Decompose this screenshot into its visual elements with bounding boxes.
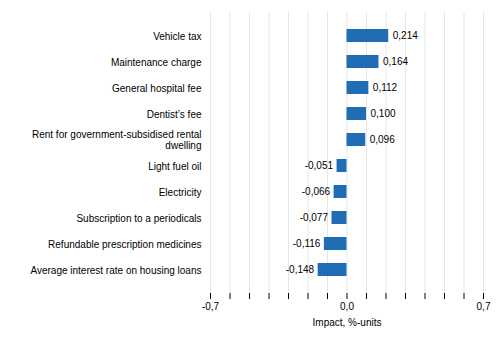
svg-text:0,112: 0,112 <box>373 82 398 93</box>
svg-text:Rent for government-subsidised: Rent for government-subsidised rentaldwe… <box>32 129 202 151</box>
svg-text:Vehicle tax: Vehicle tax <box>153 31 201 42</box>
svg-text:Impact, %-units: Impact, %-units <box>313 317 382 328</box>
svg-text:Light fuel oil: Light fuel oil <box>148 161 201 172</box>
svg-text:Subscription to a periodicals: Subscription to a periodicals <box>76 213 201 224</box>
svg-text:Refundable prescription medici: Refundable prescription medicines <box>48 239 201 250</box>
svg-text:-0,066: -0,066 <box>302 186 331 197</box>
svg-text:0,7: 0,7 <box>477 301 491 312</box>
svg-text:-0,116: -0,116 <box>293 238 321 249</box>
svg-text:Dentist’s fee: Dentist’s fee <box>147 109 202 120</box>
svg-text:0,096: 0,096 <box>370 134 395 145</box>
svg-text:0,214: 0,214 <box>393 30 418 41</box>
svg-text:Average interest rate on housi: Average interest rate on housing loans <box>30 265 201 276</box>
svg-text:-0,051: -0,051 <box>305 160 334 171</box>
svg-text:0,0: 0,0 <box>340 301 354 312</box>
svg-text:General hospital fee: General hospital fee <box>112 83 202 94</box>
svg-text:0,164: 0,164 <box>383 56 408 67</box>
svg-text:-0,7: -0,7 <box>202 301 220 312</box>
svg-text:Electricity: Electricity <box>159 187 202 198</box>
svg-text:0,100: 0,100 <box>371 108 396 119</box>
svg-text:-0,077: -0,077 <box>300 212 329 223</box>
svg-text:-0,148: -0,148 <box>286 264 315 275</box>
svg-text:Maintenance charge: Maintenance charge <box>111 57 202 68</box>
